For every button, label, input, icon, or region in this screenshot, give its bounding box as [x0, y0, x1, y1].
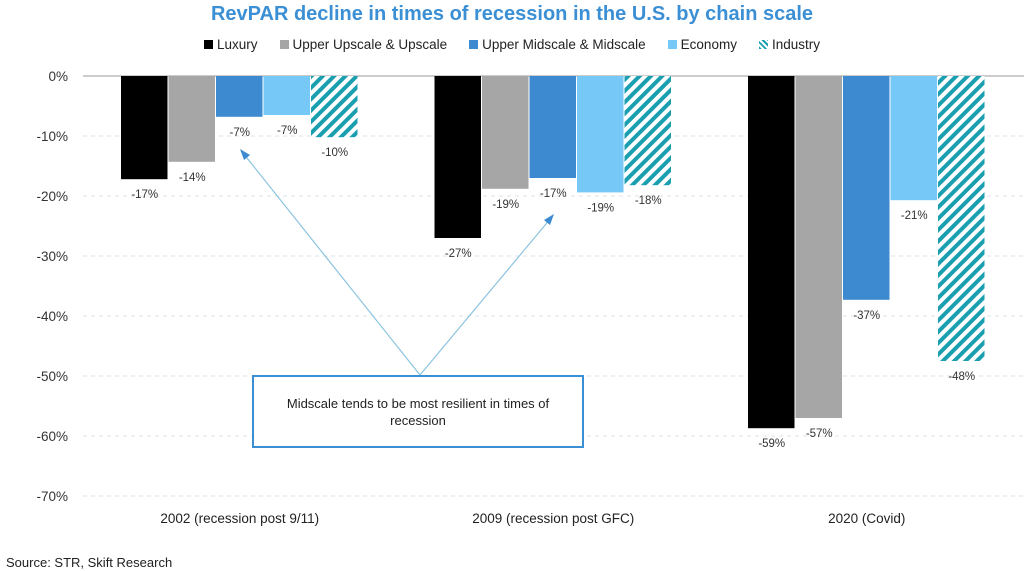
source-note: Source: STR, Skift Research — [6, 555, 173, 570]
legend-item: Economy — [667, 37, 737, 52]
legend-swatch — [758, 40, 768, 49]
legend-label: Economy — [680, 37, 737, 52]
legend-item: Upper Upscale & Upscale — [279, 37, 448, 52]
bar-luxury — [748, 76, 795, 429]
chart-title: RevPAR decline in times of recession in … — [210, 3, 814, 25]
data-label: -27% — [445, 248, 472, 260]
data-label: -7% — [230, 127, 250, 139]
bar-economy — [263, 76, 310, 115]
legend: Luxury Upper Upscale & Upscale Upper Midsc… — [0, 37, 1024, 52]
bar-upper-midscale-midscale — [843, 76, 890, 300]
bar-luxury — [121, 76, 168, 180]
x-category-label: 2020 (Covid) — [828, 511, 905, 526]
bar-upper-upscale-upscale — [482, 76, 529, 189]
bar-upper-upscale-upscale — [795, 76, 842, 418]
legend-label: Upper Midscale & Midscale — [482, 37, 646, 52]
bar-upper-midscale-midscale — [529, 76, 576, 178]
y-tick-label: -60% — [36, 429, 68, 444]
y-tick-label: -30% — [36, 249, 68, 264]
bar-upper-upscale-upscale — [168, 76, 215, 162]
bar-economy — [890, 76, 937, 201]
data-label: -7% — [277, 125, 297, 137]
y-tick-label: -40% — [36, 309, 68, 324]
legend-item: Luxury — [204, 37, 258, 52]
legend-label: Industry — [771, 37, 820, 52]
y-tick-label: -70% — [36, 489, 68, 504]
y-tick-label: 0% — [48, 69, 68, 84]
data-label: -59% — [758, 438, 785, 450]
legend-swatch — [279, 40, 289, 49]
data-label: -57% — [806, 428, 833, 440]
bar-industry — [311, 76, 358, 138]
data-label: -17% — [540, 188, 567, 200]
bar-upper-midscale-midscale — [216, 76, 263, 117]
data-label: -21% — [901, 210, 928, 222]
x-category-label: 2009 (recession post GFC) — [472, 511, 634, 526]
legend-swatch — [469, 40, 479, 49]
x-category-label: 2002 (recession post 9/11) — [160, 511, 319, 526]
bar-economy — [577, 76, 624, 193]
y-tick-label: -20% — [36, 189, 68, 204]
y-tick-label: -50% — [36, 369, 68, 384]
annotation-callout: Midscale tends to be most resilient in t… — [252, 375, 584, 448]
data-label: -19% — [492, 199, 519, 211]
legend-item: Industry — [758, 37, 820, 52]
legend-label: Luxury — [217, 37, 258, 52]
data-label: -48% — [948, 371, 975, 383]
bar-industry — [938, 76, 985, 361]
legend-label: Upper Upscale & Upscale — [292, 37, 448, 52]
arrowhead-icon — [544, 214, 554, 225]
data-label: -14% — [179, 172, 206, 184]
data-label: -17% — [131, 189, 158, 201]
legend-item: Upper Midscale & Midscale — [469, 37, 646, 52]
data-label: -18% — [635, 195, 662, 207]
arrowhead-icon — [240, 149, 250, 160]
bar-luxury — [434, 76, 481, 238]
bar-industry — [624, 76, 671, 186]
data-label: -10% — [321, 147, 348, 159]
data-label: -37% — [853, 310, 880, 322]
annotation-arrow — [419, 217, 552, 376]
annotation-arrow — [242, 152, 421, 376]
y-tick-label: -10% — [36, 129, 68, 144]
data-label: -19% — [587, 202, 614, 214]
legend-swatch — [667, 40, 677, 49]
legend-swatch — [204, 40, 213, 49]
